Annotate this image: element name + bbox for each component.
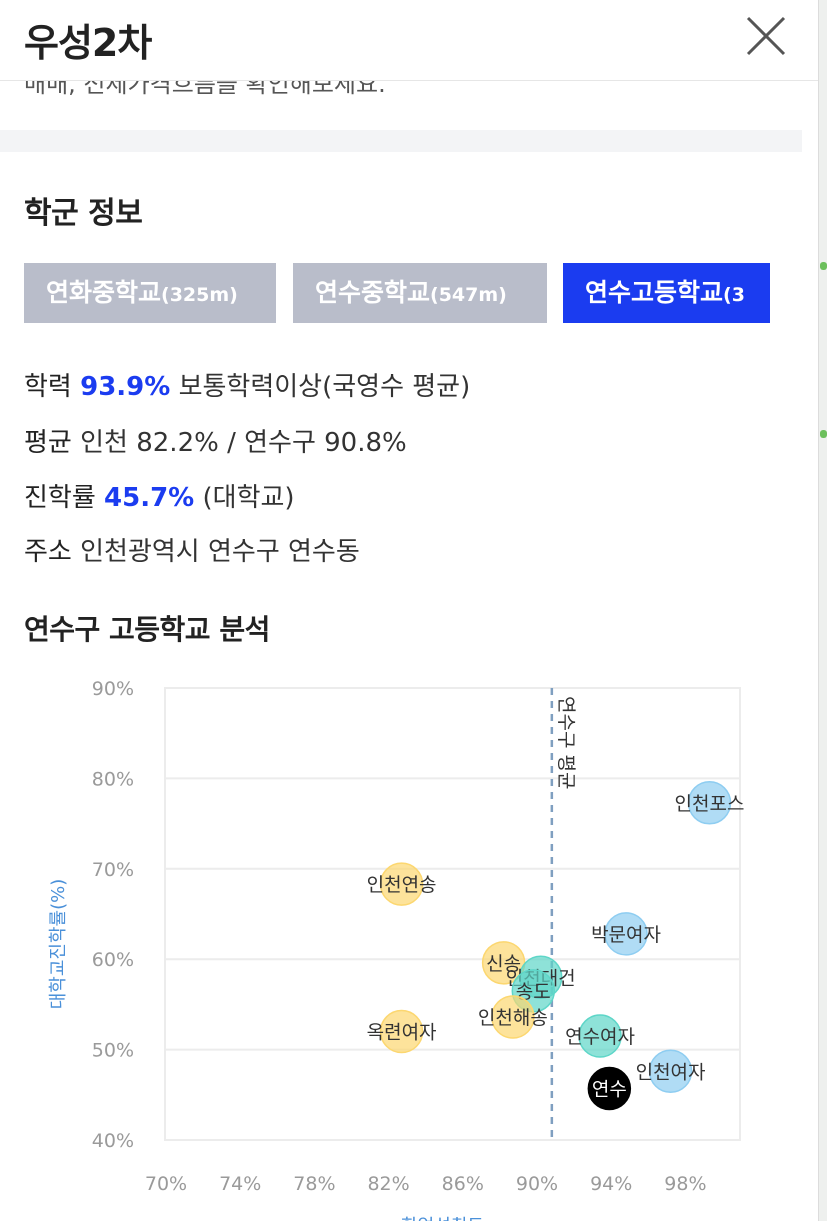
school-tabs: 연화중학교(325m) 연수중학교(547m) 연수고등학교(3 (24, 263, 770, 323)
school-point (687, 781, 732, 825)
school-point (379, 862, 424, 906)
average-label: 평균 (24, 428, 72, 458)
x-tick-label: 94% (590, 1173, 632, 1195)
close-icon (746, 16, 786, 56)
panel-header: 우성2차 (0, 0, 818, 81)
plot-area (164, 687, 741, 1141)
school-point (491, 995, 535, 1039)
school-point-label: 송도 (516, 981, 551, 1003)
x-tick-label: 70% (145, 1173, 187, 1195)
map-marker (820, 430, 827, 438)
x-tick-label: 74% (219, 1173, 261, 1195)
tab-distance: (547m) (430, 284, 507, 306)
address-label: 주소 (24, 537, 72, 567)
school-point (379, 1009, 424, 1054)
y-tick-label: 80% (92, 768, 134, 790)
school-point (578, 1014, 622, 1058)
tab-distance: (3 (723, 284, 745, 306)
y-tick-label: 60% (92, 949, 134, 971)
page-title: 우성2차 (24, 21, 152, 65)
school-point-label: 박문여자 (591, 924, 661, 946)
tab-label: 연수고등학교 (585, 278, 724, 307)
school-point (587, 1066, 632, 1111)
tab-yeonsu-high[interactable]: 연수고등학교(3 (563, 263, 770, 323)
advancement-suffix: (대학교) (202, 483, 295, 513)
school-scatter-chart: 90% 80% 70% 60% 50% 40% 70% 74% 78% 82% 86% 90% 94% 9… (48, 678, 745, 1221)
close-button[interactable] (744, 14, 788, 58)
school-point-label: 인천해송 (478, 1007, 548, 1029)
x-axis-title: 학업성취도 (401, 1216, 484, 1221)
academic-suffix: 보통학력이상(국영수 평균) (178, 372, 471, 402)
tab-distance: (325m) (161, 284, 238, 306)
school-point-label: 인천여자 (636, 1061, 706, 1083)
y-tick-label: 70% (92, 859, 134, 881)
y-axis-title: 대학교진학률(%) (48, 879, 69, 1010)
school-point-label: 인천연송 (367, 874, 437, 896)
x-tick-label: 98% (664, 1173, 706, 1195)
advancement-info: 진학률 45.7% (대학교) (24, 477, 295, 514)
academic-value: 93.9% (80, 372, 171, 402)
average-text: 인천 82.2% / 연수구 90.8% (80, 428, 407, 458)
section-divider (0, 130, 802, 152)
map-edge (818, 0, 827, 1221)
academic-label: 학력 (24, 372, 72, 402)
advancement-label: 진학률 (24, 483, 96, 513)
school-point-label: 연수 (592, 1078, 627, 1100)
tab-yeonhwa-middle[interactable]: 연화중학교(325m) (24, 263, 276, 323)
school-point-label: 신송 (486, 953, 521, 975)
y-tick-label: 50% (92, 1040, 134, 1062)
advancement-value: 45.7% (104, 483, 195, 513)
school-section-title: 학군 정보 (24, 196, 143, 231)
x-tick-label: 82% (367, 1173, 409, 1195)
school-point-label: 연수여자 (565, 1026, 635, 1048)
tab-label: 연수중학교 (315, 278, 431, 307)
average-info: 평균 인천 82.2% / 연수구 90.8% (24, 422, 407, 459)
address-text: 인천광역시 연수구 연수동 (80, 537, 360, 567)
y-tick-label: 40% (92, 1130, 134, 1152)
x-tick-label: 90% (516, 1173, 558, 1195)
district-average-label: 연수구 평균 (555, 696, 577, 789)
academic-info: 학력 93.9% 보통학력이상(국영수 평균) (24, 366, 470, 403)
map-marker (820, 262, 827, 270)
x-tick-label: 86% (442, 1173, 484, 1195)
tab-label: 연화중학교 (46, 278, 162, 307)
tab-yeonsu-middle[interactable]: 연수중학교(547m) (293, 263, 547, 323)
school-point-label: 옥련여자 (367, 1022, 437, 1044)
address-info: 주소 인천광역시 연수구 연수동 (24, 531, 360, 568)
school-point (648, 1049, 693, 1094)
chart-title: 연수구 고등학교 분석 (24, 613, 270, 646)
y-tick-label: 90% (92, 678, 134, 700)
school-point (604, 912, 648, 956)
school-point-label: 인천포스 (675, 793, 745, 815)
x-tick-label: 78% (293, 1173, 335, 1195)
